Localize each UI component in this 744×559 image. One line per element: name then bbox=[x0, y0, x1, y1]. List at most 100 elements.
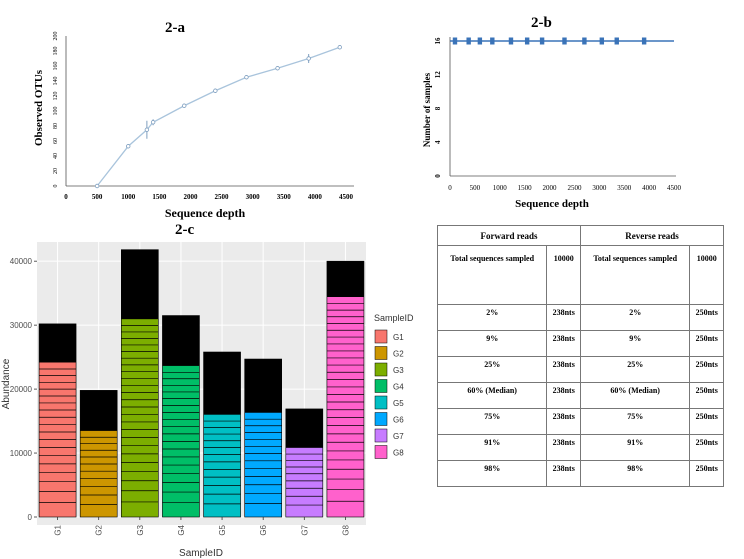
table-cell: 25% bbox=[436, 356, 548, 383]
chart-c-legend-label: G3 bbox=[393, 366, 404, 375]
chart-c-legend-label: G2 bbox=[393, 350, 404, 359]
table-cell: 238nts bbox=[546, 460, 581, 487]
chart-c-legend-swatch bbox=[374, 329, 388, 344]
chart-c: 0 10000 20000 30000 40000 G1 G2 G3 G4 G5 G6 G7 G8 Sa… bbox=[1, 242, 414, 559]
chart-b-point bbox=[562, 37, 567, 45]
chart-c-legend-swatch bbox=[374, 362, 388, 377]
table-row: 75% 238nts 75% 250nts bbox=[436, 408, 724, 435]
table-cell: 250nts bbox=[689, 408, 724, 435]
table-cell: 238nts bbox=[546, 356, 581, 383]
table-cell: 9% bbox=[579, 330, 691, 357]
chart-b-title: 2-b bbox=[531, 15, 552, 31]
chart-a-series-line bbox=[96, 46, 340, 187]
table-cell: 250nts bbox=[689, 304, 724, 331]
forward-reads-header: Forward reads bbox=[437, 225, 581, 246]
table-subheader-cell: 10000 bbox=[689, 245, 724, 305]
chart-c-legend-swatch bbox=[374, 395, 388, 410]
table-cell: 60% (Median) bbox=[436, 382, 548, 409]
chart-a-x-tick-label: 500 bbox=[92, 193, 103, 201]
chart-b-point bbox=[524, 37, 530, 45]
chart-c-legend-label: G7 bbox=[393, 432, 404, 441]
chart-a-x-tick-label: 1000 bbox=[121, 193, 136, 201]
chart-c-x-tick-label: G1 bbox=[54, 524, 63, 535]
chart-a-y-tick-label: 0 bbox=[53, 185, 59, 188]
table-cell: 91% bbox=[436, 434, 548, 461]
chart-a-point bbox=[150, 120, 156, 125]
chart-b-point bbox=[599, 37, 605, 45]
chart-a-point bbox=[144, 127, 150, 132]
table-row: 9% 238nts 9% 250nts bbox=[436, 330, 724, 357]
chart-c-x-tick-label: G8 bbox=[341, 524, 350, 535]
chart-a-x-tick-label: 3000 bbox=[246, 193, 261, 201]
chart-b-x-tick-label: 1000 bbox=[493, 184, 508, 192]
reverse-reads-header: Reverse reads bbox=[579, 225, 725, 246]
table-row: 60% (Median) 238nts 60% (Median) 250nts bbox=[436, 382, 724, 409]
table-cell: 250nts bbox=[689, 330, 724, 357]
chart-b: 0 500 1000 1500 2000 2500 3000 3500 4000 4500 0 4 8 1… bbox=[422, 37, 682, 210]
chart-c-y-tick-label: 0 bbox=[28, 513, 33, 522]
table-cell: 75% bbox=[436, 408, 548, 435]
chart-b-point bbox=[466, 37, 471, 45]
chart-b-marks bbox=[450, 37, 674, 45]
table-cell: 2% bbox=[436, 304, 548, 331]
table-cell: 25% bbox=[579, 356, 691, 383]
chart-b-point bbox=[490, 37, 495, 45]
chart-c-x-tick-label: G7 bbox=[300, 524, 309, 535]
chart-c-legend-label: G1 bbox=[393, 333, 404, 342]
table-subheader-cell: Total sequences sampled bbox=[579, 245, 691, 305]
table-cell: 60% (Median) bbox=[579, 382, 691, 409]
chart-a: 0 500 1000 1500 2000 2500 3000 3500 4000 4500 0 20 4… bbox=[33, 32, 354, 220]
chart-b-x-tick-label: 3500 bbox=[617, 184, 632, 192]
chart-b-y-tick-label: 16 bbox=[434, 37, 442, 45]
chart-c-bar-colored-segment bbox=[203, 414, 241, 517]
chart-b-x-tick-label: 2000 bbox=[543, 184, 558, 192]
chart-c-bar-colored-segment bbox=[244, 412, 282, 517]
chart-c-axes: 0 10000 20000 30000 40000 G1 G2 G3 G4 G5 G6 G7 G8 bbox=[10, 257, 351, 535]
chart-a-y-tick-label: 100 bbox=[53, 107, 59, 116]
chart-c-x-tick-label: G6 bbox=[259, 524, 268, 535]
chart-a-point bbox=[182, 103, 187, 108]
chart-b-x-tick-label: 4500 bbox=[667, 184, 682, 192]
chart-b-y-tick-label: 8 bbox=[434, 106, 442, 110]
chart-c-x-tick-label: G4 bbox=[177, 524, 186, 535]
chart-c-bar-G7 bbox=[285, 408, 324, 518]
chart-a-x-tick-label: 2000 bbox=[183, 193, 198, 201]
chart-b-point bbox=[582, 37, 587, 45]
table-cell: 238nts bbox=[546, 434, 581, 461]
chart-c-bars bbox=[38, 249, 365, 518]
chart-c-legend-label: G6 bbox=[393, 416, 404, 425]
chart-c-xlabel: SampleID bbox=[179, 548, 223, 559]
chart-b-point bbox=[614, 37, 619, 45]
table-cell: 91% bbox=[579, 434, 691, 461]
chart-c-ylabel: Abundance bbox=[1, 358, 12, 409]
chart-b-y-tick-label: 0 bbox=[434, 174, 442, 178]
chart-c-bar-colored-segment bbox=[80, 430, 118, 517]
table-cell: 238nts bbox=[546, 304, 581, 331]
chart-a-x-tick-label: 3500 bbox=[277, 193, 292, 201]
chart-a-y-tick-label: 20 bbox=[53, 168, 59, 174]
chart-c-bar-colored-segment bbox=[285, 447, 323, 517]
chart-c-y-tick-label: 30000 bbox=[10, 321, 33, 330]
chart-b-axes: 0 500 1000 1500 2000 2500 3000 3500 4000 4500 0 4 8 1… bbox=[434, 37, 682, 192]
chart-c-x-tick-label: G2 bbox=[95, 524, 104, 535]
table-subheader-cell: 10000 bbox=[546, 245, 581, 305]
table-cell: 250nts bbox=[689, 382, 724, 409]
table-row: 98% 238nts 98% 250nts bbox=[436, 460, 724, 487]
chart-c-bar-G2 bbox=[79, 390, 118, 518]
chart-c-legend-title: SampleID bbox=[374, 313, 414, 323]
chart-b-x-tick-label: 500 bbox=[470, 184, 481, 192]
chart-c-legend-swatch bbox=[374, 428, 388, 443]
chart-c-bar-G4 bbox=[162, 315, 200, 518]
chart-a-point bbox=[213, 88, 218, 93]
chart-c-bar-G6 bbox=[244, 358, 282, 518]
read-length-table: Forward reads Reverse reads Total sequen… bbox=[436, 225, 725, 487]
chart-a-point bbox=[337, 45, 342, 50]
chart-c-legend-swatch bbox=[374, 346, 388, 360]
table-cell: 250nts bbox=[689, 434, 724, 461]
chart-c-legend-swatch bbox=[374, 412, 388, 426]
table-subheader-cell: Total sequences sampled bbox=[436, 245, 548, 305]
chart-c-title: 2-c bbox=[175, 222, 195, 238]
chart-a-y-tick-label: 60 bbox=[53, 138, 59, 144]
chart-b-x-tick-label: 3000 bbox=[592, 184, 607, 192]
chart-a-point bbox=[126, 144, 131, 149]
